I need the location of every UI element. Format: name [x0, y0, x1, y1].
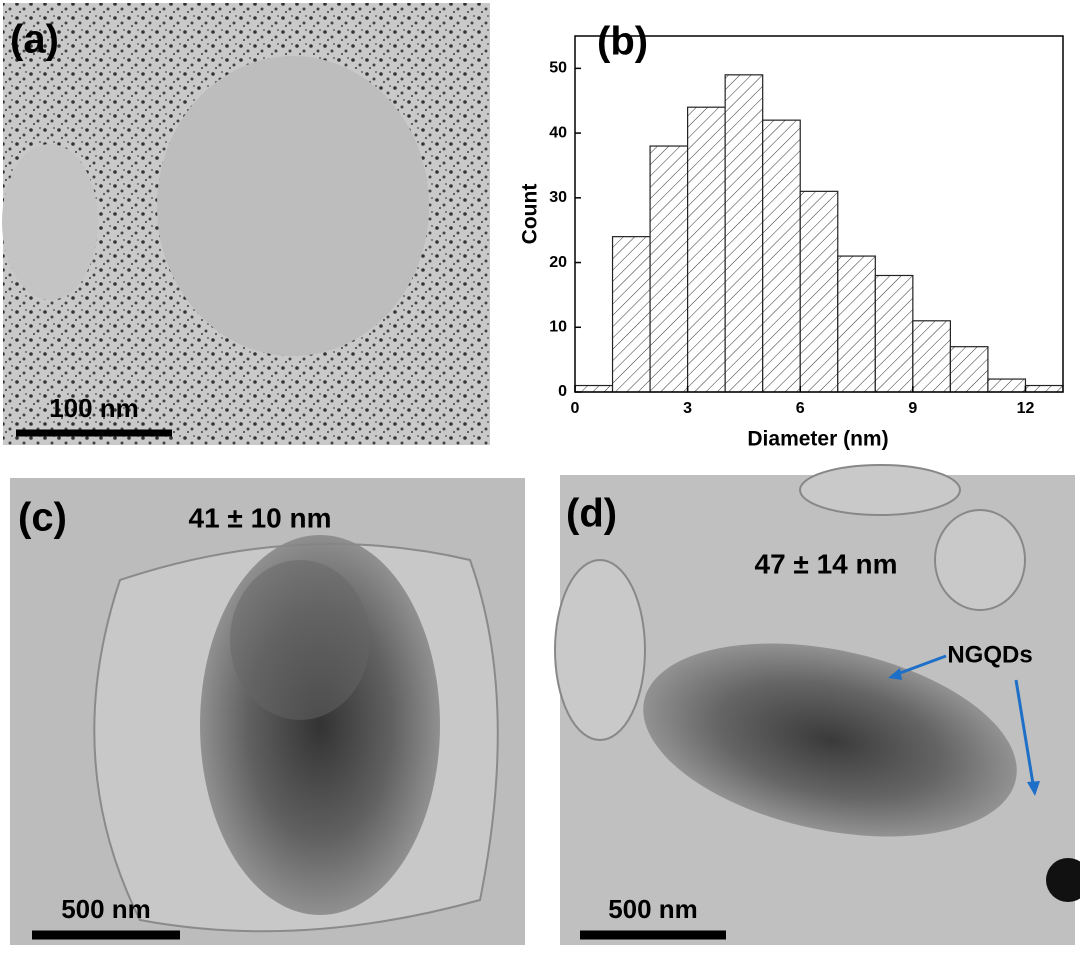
carbon-hole — [554, 559, 646, 741]
panel-b: (b) Diameter (nm) Count 0 10 20 30 40 50 0 3 6 9 1… — [519, 20, 1064, 451]
x-axis-label: Diameter (nm) — [747, 428, 888, 451]
plot-frame — [574, 35, 1064, 393]
x-tick-label: 12 — [1017, 400, 1035, 417]
bar — [724, 74, 764, 393]
panel-label: (a) — [10, 18, 59, 62]
carbon-hole — [934, 509, 1026, 611]
x-tick-label: 9 — [908, 400, 917, 417]
bar — [1024, 384, 1064, 393]
x-tick-label: 0 — [571, 400, 580, 417]
panel-label: (b) — [597, 20, 648, 64]
x-tick-label: 6 — [796, 400, 805, 417]
annotation: 47 ± 14 nm — [755, 548, 898, 579]
y-tick-label: 30 — [549, 189, 567, 206]
panel-d: (d) 47 ± 14 nm NGQDs 500 nm — [554, 464, 1080, 945]
dark-particle — [1046, 858, 1080, 902]
bar — [611, 236, 651, 393]
y-tick-label: 40 — [549, 124, 567, 141]
particle — [2, 144, 98, 300]
aggregate — [230, 560, 370, 720]
arrow-head — [888, 668, 902, 680]
bar — [574, 384, 614, 393]
callout-label: NGQDs — [947, 641, 1032, 668]
bar — [649, 145, 689, 393]
arrow-head — [1027, 781, 1040, 796]
carbon-hole — [799, 464, 961, 516]
particle — [157, 56, 429, 356]
y-tick-label: 0 — [558, 383, 567, 400]
panel-c: (c) 41 ± 10 nm 500 nm — [10, 478, 525, 945]
annotation: 41 ± 10 nm — [189, 502, 332, 533]
y-tick-label: 50 — [549, 60, 567, 77]
scale-bar-label: 500 nm — [608, 894, 698, 924]
panel-label: (d) — [566, 492, 617, 536]
bar — [762, 119, 801, 393]
scale-bar-label: 100 nm — [49, 393, 139, 423]
bar — [987, 378, 1027, 393]
bar — [799, 190, 839, 393]
y-axis-label: Count — [519, 184, 542, 245]
aggregate — [643, 643, 1017, 837]
bar — [687, 106, 726, 393]
scale-bar-label: 500 nm — [61, 894, 151, 924]
panel-a: (a) 100 nm — [2, 3, 490, 445]
y-tick-label: 20 — [549, 254, 567, 271]
bar — [949, 346, 989, 393]
bar — [912, 320, 951, 393]
bar — [874, 274, 914, 393]
arrow — [891, 654, 947, 678]
bar — [837, 255, 876, 393]
x-tick-label: 3 — [683, 400, 692, 417]
arrow — [1014, 679, 1036, 791]
panel-label: (c) — [18, 496, 67, 540]
y-tick-label: 10 — [549, 318, 567, 335]
